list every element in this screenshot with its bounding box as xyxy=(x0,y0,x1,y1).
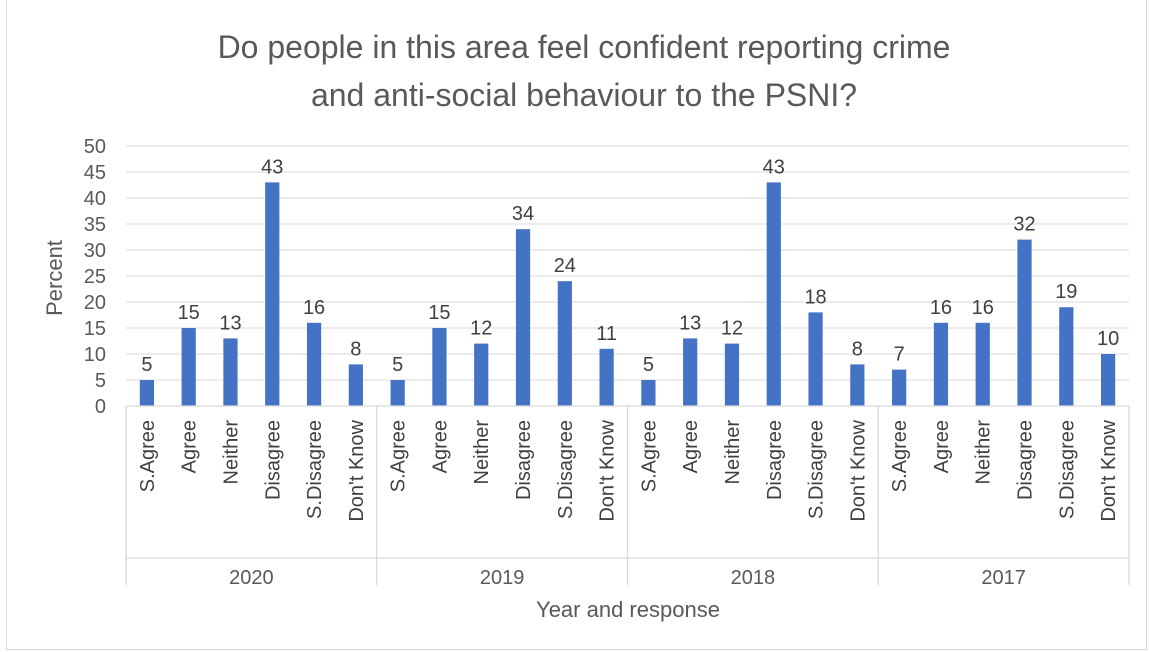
x-group-label: 2017 xyxy=(981,567,1026,589)
y-tick-label: 40 xyxy=(84,188,106,210)
data-label: 8 xyxy=(852,338,863,360)
x-category-label: S.Disagree xyxy=(555,420,577,519)
bar xyxy=(474,343,489,406)
x-group-label: 2018 xyxy=(731,567,776,589)
bar xyxy=(724,343,740,406)
data-label: 11 xyxy=(596,323,617,345)
data-label: 15 xyxy=(178,302,200,324)
bar xyxy=(599,348,614,406)
x-category-label: S.Agree xyxy=(137,420,159,492)
data-label: 18 xyxy=(804,286,826,308)
y-tick-label: 0 xyxy=(95,396,106,418)
x-category-label: Don't Know xyxy=(1098,419,1120,521)
x-category-label: Disagree xyxy=(262,420,284,500)
data-label: 43 xyxy=(261,156,283,178)
data-label: 13 xyxy=(679,312,701,334)
x-axis-title: Year and response xyxy=(536,597,720,622)
data-label: 43 xyxy=(763,156,785,178)
data-label: 12 xyxy=(721,318,743,340)
y-tick-label: 5 xyxy=(95,370,106,392)
bar xyxy=(933,322,949,406)
y-axis-title: Percent xyxy=(42,240,67,316)
data-label: 5 xyxy=(392,354,403,376)
bar xyxy=(641,380,656,406)
x-category-label: Neither xyxy=(220,420,242,485)
bar xyxy=(223,338,238,406)
x-category-label: Don't Know xyxy=(847,419,869,521)
data-label: 5 xyxy=(141,354,152,376)
bar xyxy=(432,328,447,406)
x-category-label: S.Agree xyxy=(889,420,911,492)
data-label: 8 xyxy=(350,338,361,360)
bar xyxy=(557,281,572,406)
x-category-label: S.Agree xyxy=(388,420,410,492)
x-category-label: S.Disagree xyxy=(1056,420,1078,519)
bar xyxy=(808,312,823,406)
gridlines: 0 5 10 15 20 25 30 35 40 45 50 xyxy=(84,136,1129,418)
bar xyxy=(139,380,155,406)
data-label: 24 xyxy=(554,255,576,277)
bar xyxy=(892,369,907,406)
y-tick-label: 30 xyxy=(84,240,106,262)
x-category-label: Neither xyxy=(973,420,995,485)
data-label: 16 xyxy=(972,297,994,319)
data-labels: 5 15 13 43 16 8 5 15 12 34 24 11 5 13 12 43 18 8 7 16 16 32 19… xyxy=(141,156,1119,376)
data-label: 32 xyxy=(1013,214,1035,236)
data-label: 16 xyxy=(930,297,952,319)
bar xyxy=(265,182,280,406)
x-category-label: Don't Know xyxy=(597,419,619,521)
x-category-label: Agree xyxy=(429,420,451,473)
x-category-label: Neither xyxy=(471,420,493,485)
x-group-label: 2020 xyxy=(229,567,274,589)
data-label: 15 xyxy=(428,302,450,324)
x-category-label: S.Disagree xyxy=(304,420,326,519)
data-label: 34 xyxy=(512,203,534,225)
y-tick-label: 35 xyxy=(84,214,106,236)
bar xyxy=(850,364,865,406)
bar xyxy=(181,328,196,406)
chart-title-line-2: and anti-social behaviour to the PSNI? xyxy=(311,77,857,113)
data-label: 10 xyxy=(1097,328,1119,350)
bar xyxy=(515,229,531,406)
x-category-label: Disagree xyxy=(764,420,786,500)
bar xyxy=(348,364,363,406)
x-category-label: Neither xyxy=(722,420,744,485)
bar xyxy=(1017,239,1032,406)
y-tick-label: 50 xyxy=(84,136,106,158)
bar xyxy=(390,380,405,406)
data-label: 5 xyxy=(643,354,654,376)
bar xyxy=(1059,307,1074,406)
y-tick-label: 20 xyxy=(84,292,106,314)
x-axis: S.Agree Agree Neither Disagree S.Disagree Don… xyxy=(125,405,1130,589)
bar xyxy=(975,322,990,406)
data-label: 12 xyxy=(470,318,492,340)
x-category-label: S.Agree xyxy=(638,420,660,492)
x-category-label: Agree xyxy=(931,420,953,473)
chart-title-line-1: Do people in this area feel confident re… xyxy=(218,29,951,65)
bar xyxy=(1100,354,1116,406)
y-tick-label: 45 xyxy=(84,162,106,184)
x-category-label: Agree xyxy=(179,420,201,473)
x-group-label: 2019 xyxy=(480,567,525,589)
bar xyxy=(306,322,322,406)
bar xyxy=(766,182,781,406)
chart-frame xyxy=(6,0,1147,650)
x-category-label: Agree xyxy=(680,420,702,473)
bars xyxy=(139,182,1116,406)
y-tick-label: 25 xyxy=(84,266,106,288)
y-tick-label: 10 xyxy=(84,344,106,366)
y-tick-label: 15 xyxy=(84,318,106,340)
x-category-label: Disagree xyxy=(513,420,535,500)
x-category-label: Don't Know xyxy=(346,419,368,521)
data-label: 19 xyxy=(1055,281,1077,303)
x-category-label: S.Disagree xyxy=(806,420,828,519)
data-label: 16 xyxy=(303,297,325,319)
bar xyxy=(683,338,698,406)
data-label: 13 xyxy=(219,312,241,334)
x-category-label: Disagree xyxy=(1015,420,1037,500)
data-label: 7 xyxy=(894,344,905,366)
